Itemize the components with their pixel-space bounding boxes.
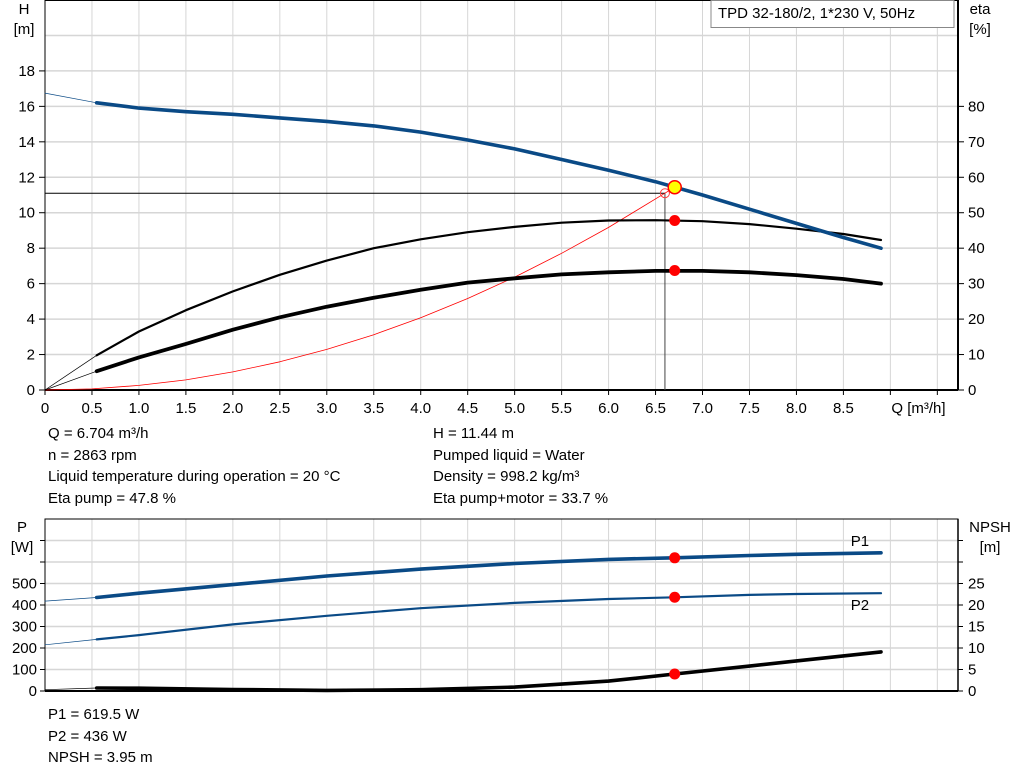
x-tick-label: 2.0 bbox=[222, 400, 243, 417]
y2-tick-label: 80 bbox=[968, 98, 985, 115]
y2-tick-label: 5 bbox=[968, 662, 976, 679]
eta-pump-curve-line bbox=[95, 219, 883, 357]
x-tick-label: 3.5 bbox=[363, 400, 384, 417]
npsh-marker bbox=[669, 668, 681, 680]
y-tick-label: 400 bbox=[12, 597, 37, 614]
legend-box-label: TPD 32-180/2, 1*230 V, 50Hz bbox=[718, 5, 916, 22]
info-right: H = 11.44 m Pumped liquid = Water Densit… bbox=[433, 423, 608, 509]
y2-axis-label: [%] bbox=[969, 21, 991, 38]
p2-label: P2 bbox=[851, 597, 869, 614]
x-tick-label: 5.5 bbox=[551, 400, 572, 417]
y2-tick-label: 60 bbox=[968, 169, 985, 186]
y2-axis-label: eta bbox=[970, 1, 992, 18]
y-tick-label: 0 bbox=[29, 683, 37, 700]
y2-tick-label: 10 bbox=[968, 640, 985, 657]
y2-tick-label: 50 bbox=[968, 205, 985, 222]
x-tick-label: 7.0 bbox=[692, 400, 713, 417]
duty-point-marker bbox=[667, 179, 682, 195]
y-tick-label: 200 bbox=[12, 640, 37, 657]
x-tick-label: 2.5 bbox=[269, 400, 290, 417]
x-tick-label: 4.0 bbox=[410, 400, 431, 417]
y2-tick-label: 70 bbox=[968, 134, 985, 151]
y2-tick-label: 10 bbox=[968, 347, 985, 364]
info-p2: P2 = 436 W bbox=[48, 727, 127, 745]
plot-frame bbox=[44, 0, 959, 391]
x-tick-label: 1.5 bbox=[175, 400, 196, 417]
y2-axis-label: NPSH bbox=[969, 519, 1011, 536]
y2-tick-label: 0 bbox=[968, 683, 976, 700]
info-eta-pump-motor: Eta pump+motor = 33.7 % bbox=[433, 489, 609, 507]
y2-tick-label: 25 bbox=[968, 576, 985, 593]
x-tick-label: 5.0 bbox=[504, 400, 525, 417]
info-speed: n = 2863 rpm bbox=[48, 446, 137, 464]
info-liquid: Pumped liquid = Water bbox=[433, 446, 585, 464]
y-tick-label: 18 bbox=[18, 63, 35, 80]
head-curve-extension bbox=[44, 92, 98, 104]
y2-tick-label: 40 bbox=[968, 240, 985, 257]
x-tick-label: 7.5 bbox=[739, 400, 760, 417]
info-eta-pump: Eta pump = 47.8 % bbox=[48, 489, 176, 507]
y-axis-label: P bbox=[17, 519, 27, 536]
x-tick-label: 8.0 bbox=[786, 400, 807, 417]
info-p1: P1 = 619.5 W bbox=[48, 706, 140, 723]
y-axis-label: [m] bbox=[14, 21, 35, 38]
info-density: Density = 998.2 kg/m³ bbox=[433, 468, 580, 485]
y-tick-label: 500 bbox=[12, 576, 37, 593]
x-tick-label: 1.0 bbox=[129, 400, 150, 417]
y-tick-label: 100 bbox=[12, 662, 37, 679]
y2-tick-label: 15 bbox=[968, 619, 985, 636]
y-tick-label: 8 bbox=[27, 240, 35, 257]
p1-marker bbox=[669, 552, 681, 564]
y-axis-label: H bbox=[19, 1, 30, 18]
y-tick-label: 16 bbox=[18, 98, 35, 115]
x-tick-label: 0.5 bbox=[82, 400, 103, 417]
x-tick-label: 0 bbox=[41, 400, 49, 417]
y2-tick-label: 20 bbox=[968, 311, 985, 328]
y-tick-label: 2 bbox=[27, 347, 35, 364]
p2-curve-line bbox=[95, 592, 883, 641]
info-head: H = 11.44 m bbox=[433, 425, 515, 442]
x-axis-label: Q [m³/h] bbox=[891, 400, 945, 417]
p1-curve-extension bbox=[44, 597, 98, 602]
y-tick-label: 14 bbox=[18, 134, 35, 151]
y-axis-label: [W] bbox=[11, 539, 34, 556]
info-flow: Q = 6.704 m³/h bbox=[48, 425, 149, 442]
y-tick-label: 300 bbox=[12, 619, 37, 636]
info-npsh: NPSH = 3.95 m bbox=[48, 749, 153, 766]
info-temperature: Liquid temperature during operation = 20… bbox=[48, 468, 341, 485]
y-tick-label: 12 bbox=[18, 169, 35, 186]
eta-pump-motor-marker bbox=[669, 265, 681, 277]
p1-curve-line bbox=[94, 551, 883, 600]
npsh-curve-extension bbox=[44, 687, 98, 691]
info-left: Q = 6.704 m³/h n = 2863 rpm Liquid tempe… bbox=[48, 423, 340, 509]
p2-marker bbox=[669, 591, 681, 603]
head-curve-line bbox=[94, 101, 883, 250]
x-tick-label: 8.5 bbox=[833, 400, 854, 417]
x-tick-label: 6.0 bbox=[598, 400, 619, 417]
x-tick-label: 6.5 bbox=[645, 400, 666, 417]
x-tick-label: 4.5 bbox=[457, 400, 478, 417]
eta-pump-motor-curve-line bbox=[94, 269, 883, 374]
eta-pump-curve-extension bbox=[44, 354, 98, 391]
y2-axis-label: [m] bbox=[980, 539, 1001, 556]
x-tick-label: 3.0 bbox=[316, 400, 337, 417]
system-curve bbox=[44, 186, 676, 391]
p2-curve-extension bbox=[44, 639, 98, 646]
y-tick-label: 10 bbox=[18, 205, 35, 222]
y-tick-label: 0 bbox=[27, 382, 35, 399]
eta-pump-motor-curve-extension bbox=[44, 370, 98, 391]
y-tick-label: 6 bbox=[27, 276, 35, 293]
y-tick-label: 4 bbox=[27, 311, 35, 328]
y2-tick-label: 20 bbox=[968, 597, 985, 614]
eta-pump-marker bbox=[669, 215, 681, 227]
p1-label: P1 bbox=[851, 533, 869, 550]
npsh-curve-line bbox=[94, 650, 883, 693]
info-bottom: P1 = 619.5 W P2 = 436 W NPSH = 3.95 m bbox=[48, 704, 153, 769]
y2-tick-label: 30 bbox=[968, 276, 985, 293]
legend-box bbox=[710, 0, 955, 28]
required-point-marker bbox=[659, 188, 670, 199]
y2-tick-label: 0 bbox=[968, 382, 976, 399]
